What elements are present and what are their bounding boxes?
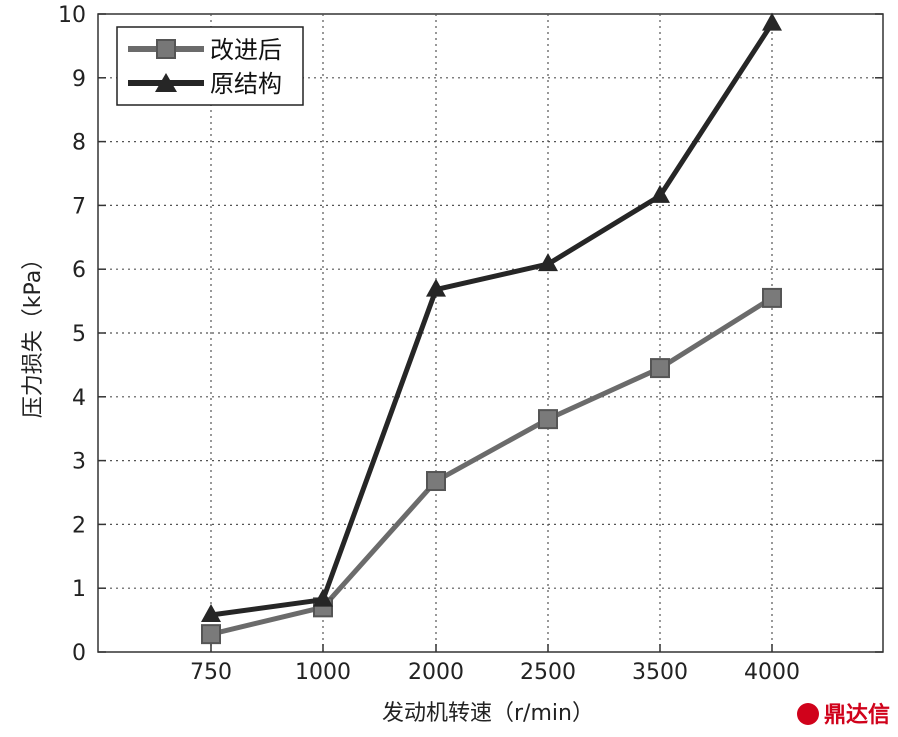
- y-tick-label: 10: [58, 3, 86, 28]
- legend-marker-square: [156, 39, 176, 59]
- y-tick-label: 0: [72, 641, 86, 666]
- x-tick-label: 2000: [408, 660, 464, 685]
- watermark-text: 鼎达信: [824, 702, 890, 728]
- data-point-original: [201, 603, 221, 622]
- watermark-logo-icon: [797, 703, 819, 725]
- grid-lines: [98, 14, 883, 652]
- x-tick-label: 750: [190, 660, 232, 685]
- series-line-original: [210, 22, 775, 618]
- data-point-improved: [650, 358, 670, 379]
- series-group: [201, 12, 782, 645]
- y-tick-label: 9: [72, 67, 86, 92]
- y-tick-label: 4: [72, 386, 86, 411]
- y-tick-label: 5: [72, 322, 86, 347]
- data-point-original: [762, 12, 782, 31]
- y-tick-label: 6: [72, 258, 86, 283]
- x-tick-label: 2500: [520, 660, 576, 685]
- y-tick-label: 1: [72, 577, 86, 602]
- legend-label-original: 原结构: [210, 70, 282, 98]
- legend-box: [116, 26, 304, 106]
- legend: 改进后 原结构: [116, 26, 304, 106]
- watermark: 鼎达信: [797, 702, 890, 728]
- y-tick-label: 7: [72, 194, 86, 219]
- data-point-original: [426, 278, 446, 297]
- x-axis-title: 发动机转速（r/min）: [382, 701, 594, 726]
- legend-label-improved: 改进后: [210, 36, 282, 64]
- y-tick-label: 3: [72, 450, 86, 475]
- series-line-improved: [210, 295, 774, 637]
- data-point-original: [313, 588, 333, 607]
- legend-marker-triangle: [155, 73, 177, 92]
- y-tick-label: 2: [72, 513, 86, 538]
- y-tick-label: 8: [72, 131, 86, 156]
- data-point-improved: [762, 287, 782, 308]
- data-point-original: [538, 253, 558, 272]
- data-point-improved: [538, 409, 558, 430]
- y-axis-title: 压力损失（kPa）: [21, 248, 46, 419]
- y-axis-ticks: 0 1 2 3 4 5 6 7 8 9 10: [58, 3, 883, 666]
- x-axis-ticks: 750 1000 2000 2500 3500 4000: [190, 644, 800, 685]
- x-tick-label: 4000: [744, 660, 800, 685]
- x-tick-label: 3500: [632, 660, 688, 685]
- data-point-improved: [426, 471, 446, 492]
- data-point-improved: [201, 624, 221, 645]
- data-point-original: [650, 184, 670, 203]
- x-tick-label: 1000: [295, 660, 351, 685]
